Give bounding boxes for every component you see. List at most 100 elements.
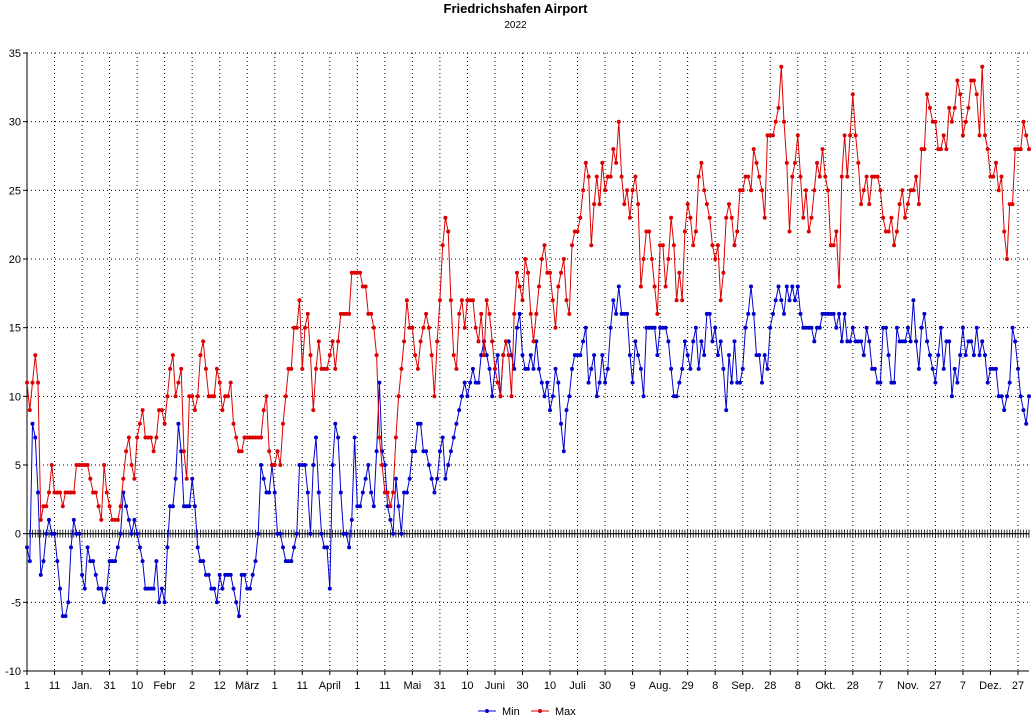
data-point <box>837 311 842 316</box>
data-point <box>314 435 318 440</box>
data-point <box>919 147 924 152</box>
data-point <box>636 202 641 207</box>
data-point <box>366 311 371 316</box>
data-point <box>25 545 29 550</box>
data-point <box>338 490 343 495</box>
data-point <box>586 380 591 385</box>
data-point <box>1024 421 1029 426</box>
data-point <box>126 517 131 522</box>
x-tick-label: Febr <box>153 680 176 692</box>
data-point <box>878 188 883 193</box>
data-point <box>809 325 814 330</box>
data-point <box>129 531 134 536</box>
data-point <box>991 366 996 371</box>
x-tick-label: Juni <box>485 680 505 692</box>
data-point <box>272 463 277 467</box>
data-point <box>817 174 822 179</box>
data-point <box>41 559 46 564</box>
data-point <box>115 517 120 522</box>
data-point <box>718 298 723 303</box>
x-tick-label: 27 <box>1012 680 1024 692</box>
data-point <box>344 311 349 316</box>
data-point <box>157 600 162 605</box>
data-point <box>118 531 123 536</box>
data-point <box>187 504 192 509</box>
data-point <box>793 298 797 303</box>
data-point <box>462 325 467 330</box>
data-point <box>727 202 731 207</box>
data-point <box>889 215 894 220</box>
data-point <box>878 380 883 385</box>
data-point <box>487 366 492 371</box>
data-point <box>674 394 679 399</box>
data-point <box>622 311 627 316</box>
data-point <box>768 133 773 138</box>
data-point <box>897 339 902 344</box>
x-tick-label: Dez. <box>979 680 1002 692</box>
data-point <box>550 298 555 303</box>
data-point <box>113 559 118 564</box>
data-point <box>157 408 162 413</box>
data-point <box>861 188 866 193</box>
data-point <box>963 119 968 124</box>
data-point <box>168 504 173 509</box>
data-point <box>151 586 156 591</box>
data-point <box>795 133 800 138</box>
data-point <box>809 215 814 220</box>
data-point <box>693 229 698 234</box>
series-max <box>25 64 1031 522</box>
data-point <box>289 366 294 371</box>
data-point <box>88 476 93 481</box>
data-point <box>685 353 690 358</box>
data-point <box>448 449 453 454</box>
x-tick-label: 7 <box>877 680 883 692</box>
data-point <box>597 380 602 385</box>
data-point <box>715 353 720 358</box>
data-point <box>999 174 1004 179</box>
data-point <box>451 435 456 440</box>
data-point <box>787 229 792 234</box>
data-point <box>479 353 484 358</box>
data-point <box>214 600 219 605</box>
data-point <box>630 380 635 385</box>
data-point <box>757 174 762 179</box>
data-point <box>380 463 385 467</box>
data-point <box>699 160 704 165</box>
data-point <box>669 215 674 220</box>
data-point <box>688 366 693 371</box>
data-point <box>740 366 745 371</box>
data-point <box>848 339 853 344</box>
data-point <box>933 119 938 124</box>
data-point <box>682 339 687 344</box>
data-point <box>93 572 98 577</box>
x-tick-label: 10 <box>131 680 143 692</box>
data-point <box>680 366 685 371</box>
data-point <box>702 353 707 358</box>
data-point <box>437 298 442 303</box>
data-point <box>823 174 828 179</box>
data-point <box>421 325 426 330</box>
data-point <box>977 353 982 358</box>
data-point <box>771 133 775 138</box>
data-point <box>812 188 817 193</box>
y-tick-label: 35 <box>9 48 21 60</box>
legend-label: Max <box>555 706 576 718</box>
data-point <box>501 353 506 358</box>
data-point <box>713 325 718 330</box>
x-tick-label: 11 <box>49 680 60 692</box>
data-point <box>955 380 960 385</box>
data-point <box>168 366 173 371</box>
data-point <box>941 133 946 138</box>
data-point <box>203 366 208 371</box>
data-point <box>559 270 563 275</box>
data-point <box>581 339 586 344</box>
data-point <box>534 339 539 344</box>
data-point <box>146 435 151 440</box>
data-point <box>732 339 737 344</box>
data-point <box>410 325 415 330</box>
data-point <box>294 325 299 330</box>
data-point <box>429 476 434 481</box>
y-tick-label: 25 <box>9 185 21 197</box>
data-point <box>209 394 214 399</box>
data-point <box>333 421 338 426</box>
